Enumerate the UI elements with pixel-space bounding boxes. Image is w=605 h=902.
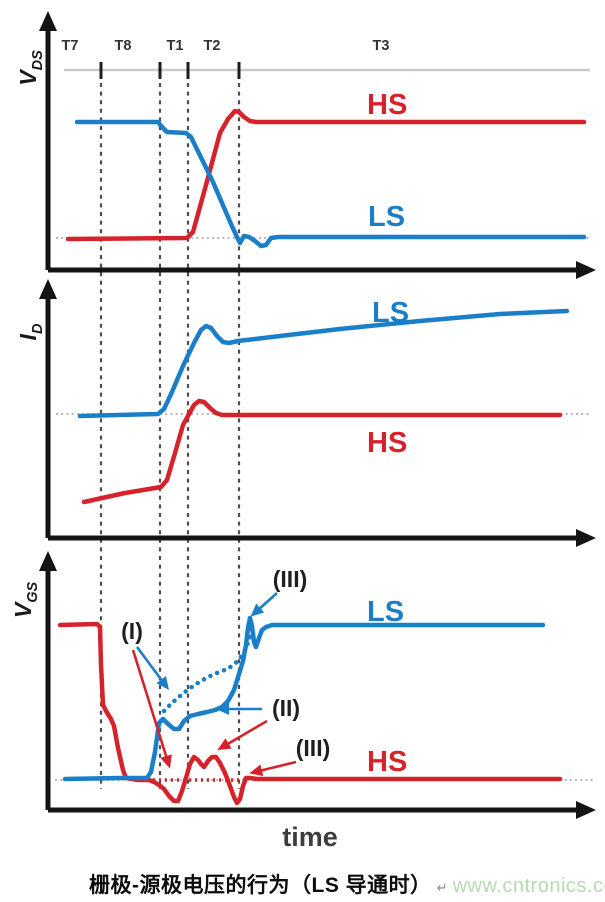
id-ls-curve (77, 308, 570, 419)
annotation-label-3-top: (III) (273, 566, 308, 592)
vds-hs-curve (65, 108, 587, 242)
annotation-1-red-arrow (131, 649, 172, 769)
id-ls-label: LS (372, 297, 409, 329)
return-mark: ↵ (436, 880, 448, 895)
interval-label-t2: T2 (204, 38, 221, 54)
id-hs-curve (81, 398, 563, 505)
vds-axis-label: VDS (15, 50, 46, 86)
annotation-label-1: (I) (121, 618, 143, 644)
annotation-label-2: (II) (272, 695, 300, 721)
vds-hs-label: HS (367, 89, 407, 121)
annotation-label-3-bottom: (III) (296, 735, 331, 761)
vgs-axis-label: VGS (10, 582, 41, 619)
panel-vgs: VGS LS HS (10, 551, 596, 819)
time-axis-label: time (282, 822, 338, 852)
annotation-1-blue-arrow (135, 646, 169, 691)
panel-vds: VDS HS LS (15, 11, 596, 279)
interval-label-t1: T1 (167, 38, 184, 54)
caption-row: 栅极-源极电压的行为（LS 导通时） ↵ www.cntronics.com (89, 869, 605, 899)
annotation-3-blue-arrow (250, 592, 278, 617)
vds-ls-label: LS (368, 201, 405, 233)
interval-label-t3: T3 (373, 38, 390, 54)
vgs-ls-label: LS (367, 596, 404, 628)
panel-id: ID LS HS (15, 279, 596, 547)
annotation-4-red-arrow (249, 760, 297, 777)
watermark: www.cntronics.com (452, 875, 605, 897)
id-axis-label: ID (15, 323, 46, 340)
vds-ls-curve (74, 119, 587, 249)
vgs-hs-label: HS (367, 746, 407, 778)
vgs-annotations: (I) (II) (III) (III) (121, 566, 331, 777)
figure-caption: 栅极-源极电压的行为（LS 导通时） (89, 874, 432, 897)
interval-label-t8: T8 (115, 38, 132, 54)
id-hs-label: HS (367, 427, 407, 459)
vgs-hs-curve (57, 621, 563, 806)
interval-label-t7: T7 (62, 38, 79, 54)
annotation-2-red-arrow (217, 719, 268, 751)
